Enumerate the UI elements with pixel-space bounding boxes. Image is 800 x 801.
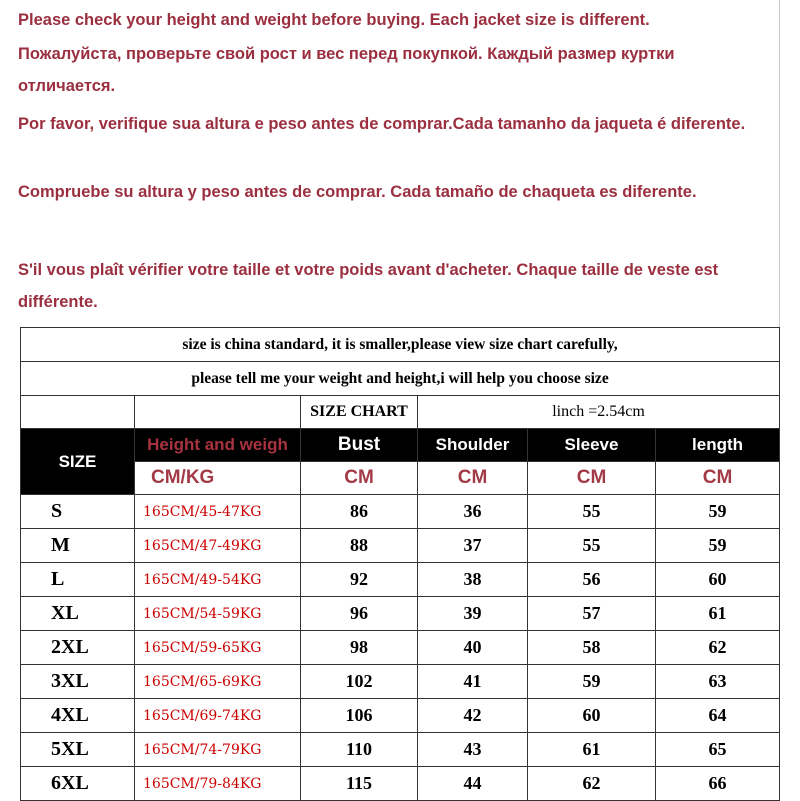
cell-length: 66 [654,766,781,801]
cell-length: 64 [654,698,781,733]
size-row: 2XL 165CM/59-65KG 98 40 58 62 [20,630,781,665]
cell-bust: 110 [300,732,418,767]
cell-bust: 115 [300,766,418,801]
cell-size: 2XL [20,630,135,665]
cell-bust: 86 [300,494,418,529]
note-help-choose: please tell me your weight and height,i … [19,361,781,396]
cell-bust: 102 [300,664,418,699]
cell-length: 59 [654,494,781,529]
header-length: length [654,428,781,462]
cell-size: 4XL [20,698,135,733]
notice-spanish: Compruebe su altura y peso antes de comp… [18,183,697,201]
cell-length: 60 [654,562,781,597]
cell-shoulder: 38 [417,562,528,597]
cell-size: 3XL [20,664,135,699]
size-chart-table: size is china standard, it is smaller,pl… [19,327,781,801]
cell-sleeve: 62 [527,766,656,801]
cell-size: M [20,528,135,563]
header-bust: Bust [300,428,418,462]
size-row: 4XL 165CM/69-74KG 106 42 60 64 [20,698,781,733]
notice-english: Please check your height and weight befo… [18,11,650,29]
size-row: M 165CM/47-49KG 88 37 55 59 [20,528,781,563]
cell-shoulder: 42 [417,698,528,733]
size-row: 5XL 165CM/74-79KG 110 43 61 65 [20,732,781,767]
cell-sleeve: 57 [527,596,656,631]
cell-shoulder: 43 [417,732,528,767]
notice-frame [8,0,780,330]
header-size: SIZE [20,428,135,495]
unit-shoulder: CM [417,461,528,495]
cell-size: 5XL [20,732,135,767]
header-shoulder: Shoulder [417,428,528,462]
cell-length: 63 [654,664,781,699]
cell-sleeve: 55 [527,494,656,529]
header-sleeve: Sleeve [527,428,656,462]
cell-bust: 88 [300,528,418,563]
cell-length: 61 [654,596,781,631]
size-row: 6XL 165CM/79-84KG 115 44 62 66 [20,766,781,801]
size-row: 3XL 165CM/65-69KG 102 41 59 63 [20,664,781,699]
cell-shoulder: 39 [417,596,528,631]
unit-bust: CM [300,461,418,495]
notice-french: S'il vous plaît vérifier votre taille et… [18,261,719,311]
cell-hw: 165CM/79-84KG [134,766,301,801]
unit-sleeve: CM [527,461,656,495]
cell-sleeve: 59 [527,664,656,699]
cell-hw: 165CM/49-54KG [134,562,301,597]
cell-shoulder: 40 [417,630,528,665]
cell-bust: 96 [300,596,418,631]
cell-bust: 106 [300,698,418,733]
inch-conversion: linch =2.54cm [416,395,781,429]
cell-hw: 165CM/65-69KG [134,664,301,699]
cell-shoulder: 37 [417,528,528,563]
cell-hw: 165CM/54-59KG [134,596,301,631]
cell-sleeve: 56 [527,562,656,597]
cell-hw: 165CM/74-79KG [134,732,301,767]
note-china-standard: size is china standard, it is smaller,pl… [19,327,781,362]
cell-sleeve: 55 [527,528,656,563]
cell-hw: 165CM/47-49KG [134,528,301,563]
cell-sleeve: 58 [527,630,656,665]
cell-shoulder: 44 [417,766,528,801]
cell-size: S [20,494,135,529]
cell-size: XL [20,596,135,631]
cell-length: 62 [654,630,781,665]
cell-size: 6XL [20,766,135,801]
cell-bust: 98 [300,630,418,665]
cell-hw: 165CM/45-47KG [134,494,301,529]
cell-bust: 92 [300,562,418,597]
size-row: S 165CM/45-47KG 86 36 55 59 [20,494,781,529]
size-chart-label: SIZE CHART [300,395,418,429]
cell-length: 65 [654,732,781,767]
cell-length: 59 [654,528,781,563]
unit-length: CM [654,461,781,495]
size-row: L 165CM/49-54KG 92 38 56 60 [20,562,781,597]
cell-sleeve: 61 [527,732,656,767]
cell-hw: 165CM/69-74KG [134,698,301,733]
notice-portuguese: Por favor, verifique sua altura e peso a… [18,115,746,133]
size-row: XL 165CM/54-59KG 96 39 57 61 [20,596,781,631]
cell-sleeve: 60 [527,698,656,733]
unit-hw: CM/KG [134,461,301,495]
cell-size: L [20,562,135,597]
header-height-weight: Height and weigh [134,428,301,462]
cell-shoulder: 41 [417,664,528,699]
cell-shoulder: 36 [417,494,528,529]
cell-hw: 165CM/59-65KG [134,630,301,665]
notice-russian: Пожалуйста, проверьте свой рост и вес пе… [18,45,675,95]
